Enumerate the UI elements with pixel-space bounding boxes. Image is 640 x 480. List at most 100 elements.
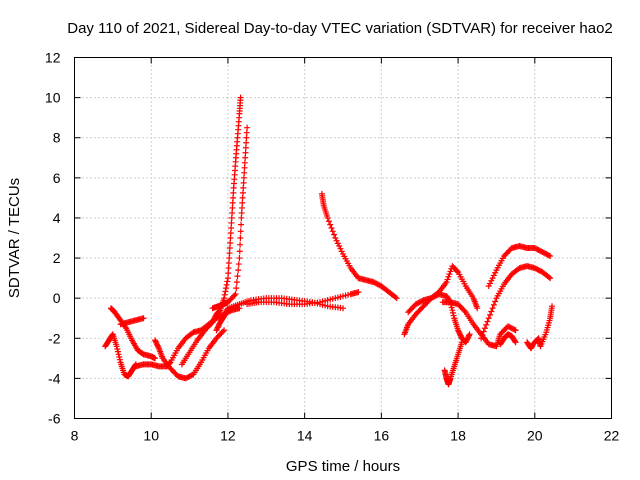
series-pass-d xyxy=(132,305,243,370)
data-point xyxy=(478,335,485,342)
data-point xyxy=(511,326,518,333)
data-point xyxy=(449,309,456,316)
data-point xyxy=(221,313,228,320)
data-point xyxy=(238,221,245,228)
data-point xyxy=(224,278,231,285)
data-point xyxy=(242,149,249,156)
data-point xyxy=(547,275,554,282)
x-tick-label: 10 xyxy=(143,428,159,444)
data-point xyxy=(212,313,219,320)
data-point xyxy=(392,294,399,301)
data-point xyxy=(450,312,457,319)
data-point xyxy=(115,351,122,358)
data-point xyxy=(489,275,496,282)
series-pass-l xyxy=(405,291,473,346)
data-point xyxy=(225,270,232,277)
data-point xyxy=(549,303,556,310)
y-tick-label: -6 xyxy=(48,411,61,427)
y-tick-label: -2 xyxy=(48,330,61,346)
y-tick-label: 10 xyxy=(45,90,61,106)
x-tick-label: 14 xyxy=(297,428,313,444)
data-point xyxy=(545,274,552,281)
data-point xyxy=(109,332,116,339)
x-tick-label: 18 xyxy=(450,428,466,444)
data-point xyxy=(230,189,237,196)
y-tick-label: 12 xyxy=(45,50,61,66)
data-point xyxy=(239,194,246,201)
data-point xyxy=(152,355,159,362)
data-point xyxy=(237,228,244,235)
data-point xyxy=(230,194,237,201)
data-point xyxy=(512,339,519,346)
data-point xyxy=(474,305,481,312)
data-point xyxy=(449,307,456,314)
data-point xyxy=(221,291,228,298)
data-point xyxy=(240,179,247,186)
data-point xyxy=(116,353,123,360)
series-pass-k xyxy=(401,263,481,338)
data-point xyxy=(329,228,336,235)
data-point xyxy=(228,214,235,221)
y-tick-label: -4 xyxy=(48,370,61,386)
data-point xyxy=(454,268,461,275)
data-point xyxy=(216,307,223,314)
data-point xyxy=(485,315,492,322)
data-point xyxy=(116,356,123,363)
data-point xyxy=(233,285,240,292)
data-point xyxy=(233,279,240,286)
data-point xyxy=(236,248,243,255)
data-point xyxy=(489,305,496,312)
series-pass-o xyxy=(478,263,554,342)
data-point xyxy=(221,327,228,334)
data-point xyxy=(152,337,159,344)
data-point xyxy=(239,189,246,196)
data-point xyxy=(457,332,464,339)
data-point xyxy=(336,243,343,250)
series-pass-f xyxy=(178,94,244,368)
data-point xyxy=(325,218,332,225)
data-point xyxy=(219,328,226,335)
data-point xyxy=(215,308,222,315)
data-point xyxy=(484,318,491,325)
data-point xyxy=(490,272,497,279)
y-tick-label: 6 xyxy=(53,170,61,186)
data-point xyxy=(153,339,160,346)
data-point xyxy=(222,288,229,295)
data-point xyxy=(455,328,462,335)
data-point xyxy=(333,237,340,244)
data-point xyxy=(338,248,345,255)
data-point xyxy=(481,325,488,332)
series-pass-j xyxy=(318,190,400,302)
x-tick-label: 12 xyxy=(220,428,236,444)
data-point xyxy=(483,321,490,328)
data-point xyxy=(328,224,335,231)
data-point xyxy=(210,316,217,323)
data-point xyxy=(228,219,235,226)
data-point xyxy=(241,159,248,166)
data-point xyxy=(243,134,250,141)
y-tick-label: 8 xyxy=(53,130,61,146)
series-pass-b xyxy=(107,305,159,362)
data-point xyxy=(226,250,233,257)
data-point xyxy=(332,235,339,241)
data-point xyxy=(224,275,231,282)
y-tick-label: 2 xyxy=(53,250,61,266)
data-point xyxy=(225,265,232,272)
data-point xyxy=(492,298,499,305)
y-tick-label: 0 xyxy=(53,290,61,306)
data-point xyxy=(455,327,462,334)
data-point xyxy=(223,285,230,292)
data-point xyxy=(235,261,242,268)
series-pass-a xyxy=(102,331,139,380)
data-point xyxy=(227,235,234,241)
data-point xyxy=(155,343,162,350)
data-point xyxy=(222,310,229,317)
data-point xyxy=(331,231,338,238)
data-point xyxy=(242,144,249,151)
series-pass-c xyxy=(117,315,147,328)
data-point xyxy=(242,154,249,161)
x-axis-label: GPS time / hours xyxy=(286,458,400,475)
data-point xyxy=(154,342,161,349)
data-point xyxy=(444,276,451,283)
